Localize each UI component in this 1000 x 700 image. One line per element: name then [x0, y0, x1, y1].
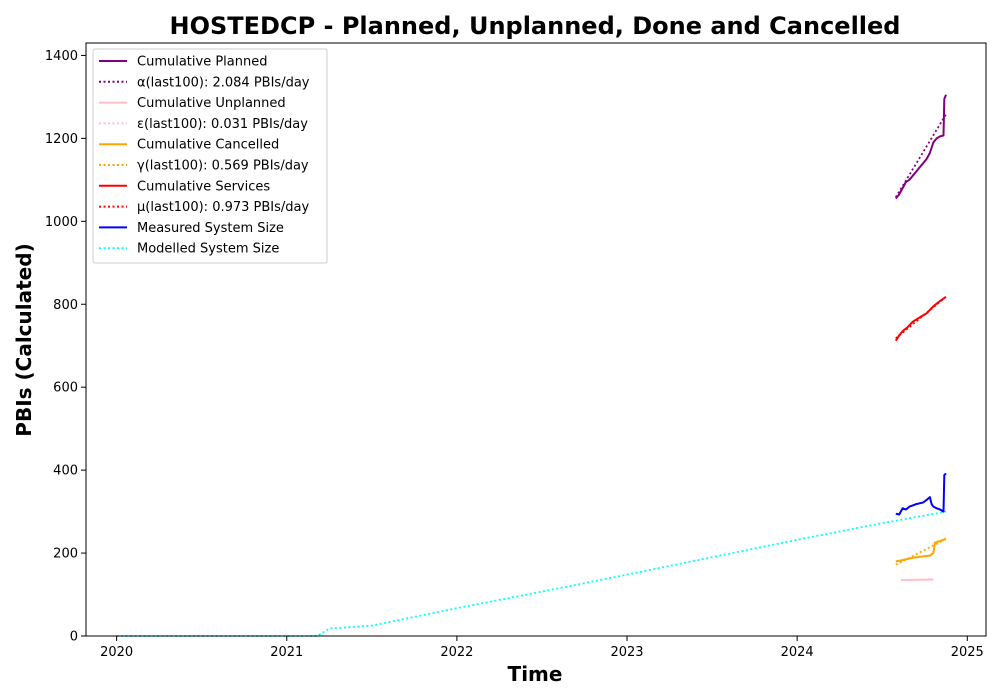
series-layer [116, 94, 947, 637]
series-line-cumulative-cancelled [895, 537, 947, 563]
x-tick-label: 2025 [951, 645, 984, 660]
x-tick-label: 2023 [610, 645, 643, 660]
series-line-measured-system-size [895, 472, 947, 516]
y-tick-label: 1000 [45, 215, 78, 230]
series-line-cumulative-planned [895, 94, 947, 200]
series-line-modelled-system-size [116, 510, 947, 637]
legend-label: γ(last100): 0.569 PBIs/day [137, 159, 309, 174]
legend-label: Modelled System Size [137, 242, 279, 257]
legend-label: Cumulative Planned [137, 55, 267, 70]
y-tick-label: 400 [53, 464, 78, 479]
series-line-last100-0-569-pbis-day [895, 538, 947, 566]
legend-box [92, 48, 328, 264]
x-axis-label: Time [508, 662, 563, 686]
legend-label: ε(last100): 0.031 PBIs/day [137, 117, 308, 132]
chart-title: HOSTEDCP - Planned, Unplanned, Done and … [170, 12, 901, 40]
series-line-last100-0-973-pbis-day [895, 296, 947, 339]
y-tick-label: 0 [70, 630, 78, 645]
series-line-last100-0-031-pbis-day [900, 578, 934, 581]
legend-label: Cumulative Cancelled [137, 138, 279, 153]
legend-label: Cumulative Services [137, 179, 270, 194]
x-axis: 2020 2021 2022 2023 2024 2025 [100, 636, 984, 660]
y-tick-label: 1400 [45, 49, 78, 64]
x-tick-label: 2021 [270, 645, 303, 660]
x-tick-label: 2024 [781, 645, 814, 660]
y-tick-label: 200 [53, 547, 78, 562]
legend-label: μ(last100): 0.973 PBIs/day [137, 200, 309, 215]
series-line-cumulative-services [894, 295, 947, 342]
legend: Cumulative Planned α(last100): 2.084 PBIs… [92, 48, 328, 264]
y-axis: 0 200 400 600 800 1000 1200 1400 [45, 49, 86, 645]
y-tick-label: 600 [53, 381, 78, 396]
legend-label: Cumulative Unplanned [137, 96, 286, 111]
legend-label: α(last100): 2.084 PBIs/day [137, 75, 310, 90]
x-tick-label: 2020 [100, 645, 133, 660]
x-tick-label: 2022 [440, 645, 473, 660]
legend-label: Measured System Size [137, 221, 284, 236]
plot-frame [85, 42, 987, 637]
y-tick-label: 800 [53, 298, 78, 313]
y-tick-label: 1200 [45, 132, 78, 147]
y-axis-label: PBIs (Calculated) [12, 243, 36, 436]
